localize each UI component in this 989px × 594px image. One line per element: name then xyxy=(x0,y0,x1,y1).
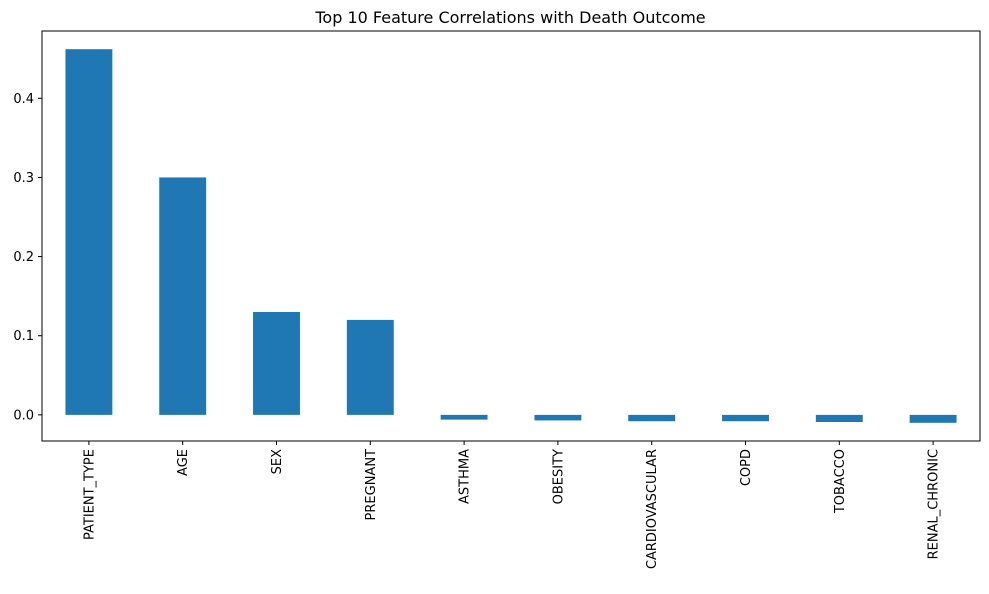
x-tick-label: OBESITY xyxy=(551,449,566,504)
y-tick-label: 0.4 xyxy=(13,92,34,107)
x-tick-label: CARDIOVASCULAR xyxy=(645,449,660,569)
bar-sex xyxy=(253,311,300,415)
x-tick-label: TOBACCO xyxy=(833,449,848,514)
bar-pregnant xyxy=(346,319,394,415)
x-tick-label: PREGNANT xyxy=(364,449,379,521)
x-tick-label: ASTHMA xyxy=(458,449,473,504)
bar-tobacco xyxy=(815,414,863,422)
bar-renal-chronic xyxy=(909,414,957,423)
y-tick-label: 0.2 xyxy=(13,250,34,265)
chart-title: Top 10 Feature Correlations with Death O… xyxy=(314,8,705,27)
y-tick-label: 0.0 xyxy=(13,408,34,423)
x-tick-label: RENAL_CHRONIC xyxy=(927,449,942,559)
x-tick-label: COPD xyxy=(739,449,754,486)
axes-frame xyxy=(41,30,981,442)
plot-area: 0.0 0.1 0.2 0.3 0.4 PATIENT_TYPE AGE SEX PREGNAN… xyxy=(13,30,981,569)
bar-patient-type xyxy=(65,49,113,415)
x-tick-label: AGE xyxy=(176,449,191,476)
bar-age xyxy=(159,177,207,415)
bar-asthma xyxy=(440,414,488,420)
y-tick-label: 0.1 xyxy=(13,329,34,344)
bar-obesity xyxy=(534,414,582,421)
bar-cardiovascular xyxy=(628,414,676,422)
x-tick-label: SEX xyxy=(270,449,285,474)
x-tick-label: PATIENT_TYPE xyxy=(82,449,97,540)
bar-copd xyxy=(722,414,769,422)
y-tick-label: 0.3 xyxy=(13,171,34,186)
